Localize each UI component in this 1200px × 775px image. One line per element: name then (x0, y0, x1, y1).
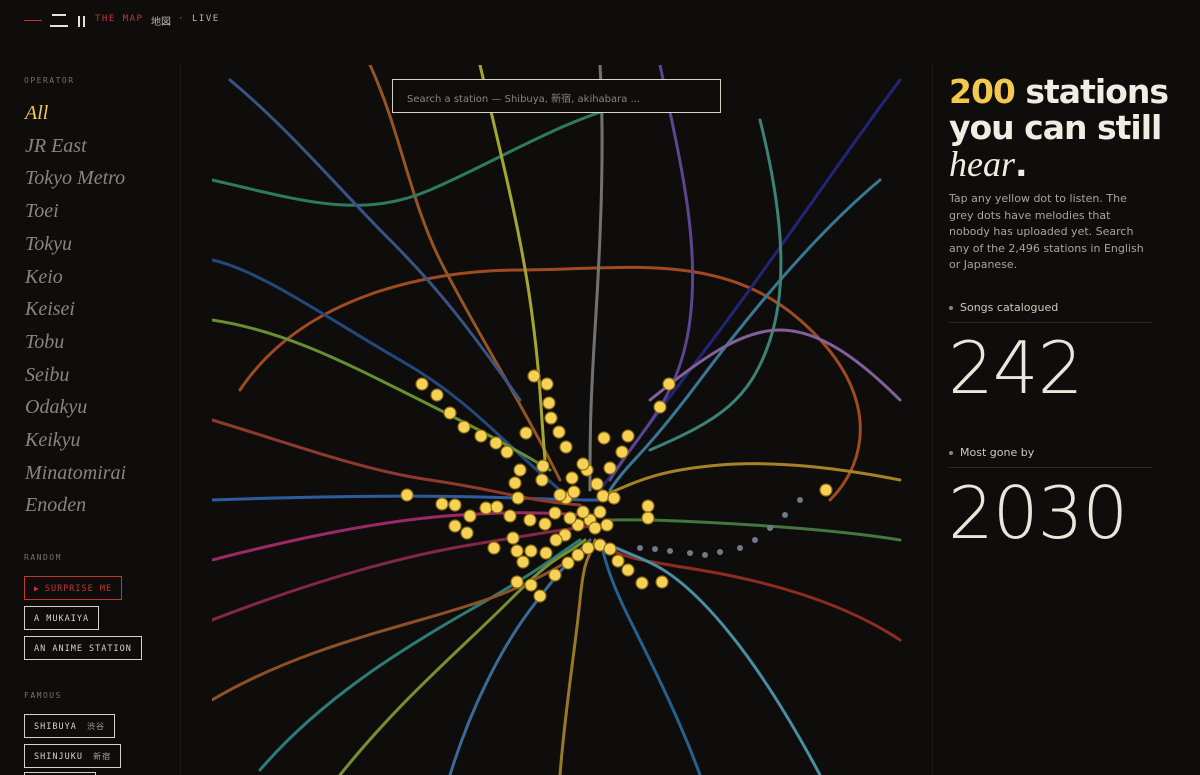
button-kanji: 渋谷 (86, 722, 105, 731)
section-label: RANDOM (24, 553, 62, 562)
button-text: SURPRISE ME (44, 584, 113, 594)
operator-filter[interactable]: Tokyu (25, 232, 73, 255)
stat-value: 242 (948, 326, 1083, 410)
operator-filter[interactable]: Tobu (25, 330, 65, 353)
brand: THE MAP (95, 14, 144, 24)
random-button[interactable]: AN ANIME STATION (24, 636, 142, 660)
button-text: SHIBUYA (34, 722, 77, 732)
section-label: FAMOUS (24, 691, 62, 700)
search-box[interactable]: Search a station — Shibuya, 新宿, akihabar… (392, 79, 721, 113)
stat-label: Songs catalogued (949, 301, 1058, 314)
operator-filter[interactable]: Toei (25, 200, 59, 223)
divider (932, 65, 933, 775)
operator-filter[interactable]: Keikyu (25, 429, 81, 451)
famous-button[interactable]: SHINJUKU 新宿 (24, 744, 122, 768)
headline: 200 stations you can still hear. (949, 74, 1179, 183)
play-icon: ▶ (34, 584, 40, 593)
brand-kanji: 地図 (151, 17, 171, 28)
famous-button[interactable]: SHIBUYA 渋谷 (24, 714, 115, 738)
button-kanji: 新宿 (93, 752, 112, 761)
headline-text: stations you can still (949, 72, 1169, 147)
section-label: OPERATOR (24, 76, 75, 85)
operator-filter[interactable]: JR East (25, 134, 87, 157)
grey-stations (637, 497, 803, 558)
logo-rule (24, 20, 42, 21)
description: Tap any yellow dot to listen. The grey d… (949, 192, 1144, 271)
operator-filter[interactable]: Minatomirai (25, 461, 127, 484)
divider (180, 65, 181, 775)
operator-filter[interactable]: Odakyu (25, 396, 88, 419)
map (212, 65, 902, 775)
famous-button[interactable] (24, 772, 96, 775)
operator-filter[interactable]: Keisei (25, 298, 75, 321)
rule (949, 322, 1152, 323)
station-count: 200 (949, 72, 1016, 111)
rule (949, 467, 1152, 468)
stat-label: Most gone by (949, 446, 1034, 459)
headline-period: . (1015, 145, 1028, 184)
button-text: SHINJUKU (34, 752, 83, 762)
operator-filter[interactable]: Seibu (25, 363, 70, 386)
surprise-button[interactable]: ▶ SURPRISE ME (24, 576, 123, 600)
stat-value: 2030 (948, 471, 1128, 555)
operator-filter[interactable]: Keio (25, 265, 63, 288)
operator-filter[interactable]: Enoden (25, 494, 87, 517)
separator: · (178, 14, 184, 24)
random-button[interactable]: A MUKAIYA (24, 606, 100, 630)
operator-filter[interactable]: All (25, 102, 49, 124)
logo (50, 14, 85, 27)
headline-emphasis: hear (949, 144, 1015, 184)
search-placeholder: Search a station — Shibuya, 新宿, akihabar… (407, 94, 641, 105)
operator-filter[interactable]: Tokyo Metro (25, 167, 126, 190)
status: LIVE (192, 14, 220, 24)
song-stations[interactable] (400, 369, 833, 603)
